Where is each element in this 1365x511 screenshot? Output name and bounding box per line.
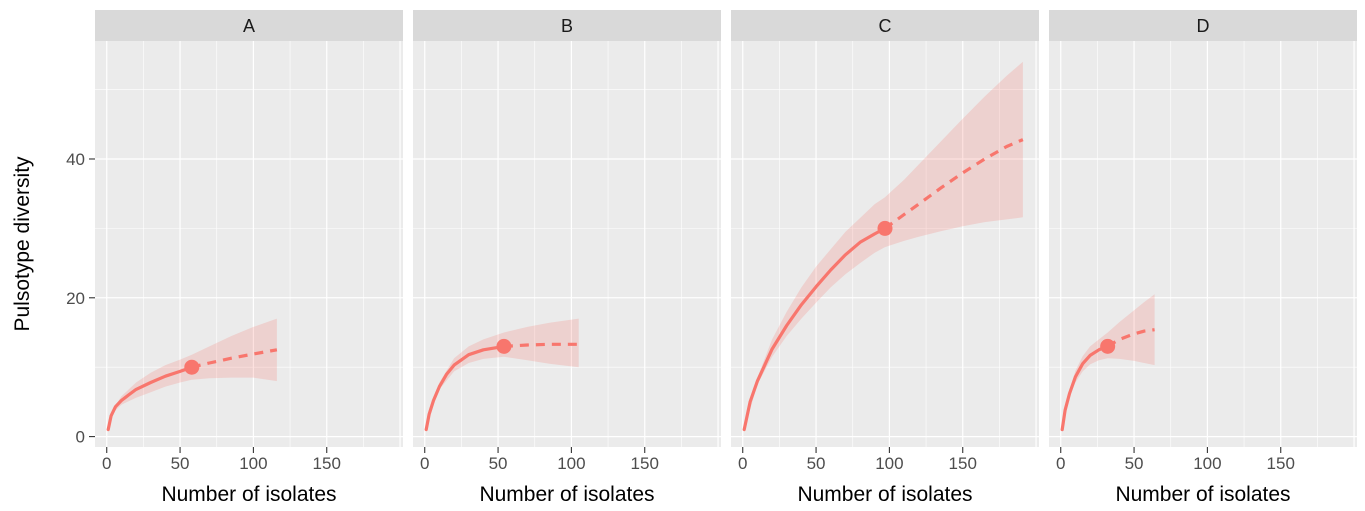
panel-strip	[413, 10, 721, 41]
panel-strip	[1049, 10, 1357, 41]
x-tick-label: 0	[420, 454, 429, 473]
extrapolated-line	[503, 342, 579, 348]
panel-b: B 0 50 100 150 Number of isolates	[413, 10, 721, 506]
x-axis-title: Number of isolates	[797, 483, 972, 506]
y-tick-label: 40	[66, 150, 85, 169]
x-tick-label: 100	[557, 454, 585, 473]
observed-point	[877, 220, 893, 236]
observed-point	[1100, 338, 1116, 354]
x-tick-label: 150	[313, 454, 341, 473]
panel-strip-label: D	[1197, 16, 1210, 36]
x-tick-label: 100	[1193, 454, 1221, 473]
x-tick-label: 150	[631, 454, 659, 473]
panel-strip	[731, 10, 1039, 41]
interpolated-line	[424, 344, 506, 432]
interpolated-line	[106, 365, 194, 432]
panel-strip	[95, 10, 403, 41]
observed-point	[496, 338, 512, 354]
panel-background	[1049, 41, 1357, 447]
confidence-band	[1062, 294, 1155, 430]
y-axis-title: Pulsotype diversity	[11, 156, 34, 332]
x-tick-label: 50	[489, 454, 508, 473]
x-tick-label: 50	[807, 454, 826, 473]
confidence-band	[744, 61, 1023, 430]
extrapolated-line	[884, 138, 1024, 230]
extrapolated-line	[191, 348, 278, 369]
panel-c: C 0 50 100 150 Number of isolates	[731, 10, 1039, 506]
y-tick-label: 0	[76, 428, 85, 447]
x-tick-label: 50	[1125, 454, 1144, 473]
panel-d: D 0 50 100 150 Number of isolates	[1049, 10, 1357, 506]
x-tick-label: 0	[1056, 454, 1065, 473]
y-tick-label: 20	[66, 289, 85, 308]
panel-strip-label: A	[243, 16, 255, 36]
interpolated-line	[1060, 344, 1110, 432]
confidence-band	[426, 318, 579, 430]
x-tick-label: 50	[171, 454, 190, 473]
panel-strip-label: C	[879, 16, 892, 36]
panel-a: A 0 50 100 150 Number of isolates	[95, 10, 403, 506]
observed-point	[184, 359, 200, 375]
panel-background	[95, 41, 403, 447]
interpolated-line	[742, 226, 887, 432]
x-tick-label: 0	[102, 454, 111, 473]
x-axis-title: Number of isolates	[161, 483, 336, 506]
x-tick-label: 150	[1267, 454, 1295, 473]
panel-background	[413, 41, 721, 447]
x-axis-title: Number of isolates	[1115, 483, 1290, 506]
x-tick-label: 100	[239, 454, 267, 473]
x-axis-title: Number of isolates	[479, 483, 654, 506]
x-tick-label: 150	[949, 454, 977, 473]
panel-background	[731, 41, 1039, 447]
panel-strip-label: B	[561, 16, 573, 36]
x-tick-label: 100	[875, 454, 903, 473]
x-tick-label: 0	[738, 454, 747, 473]
